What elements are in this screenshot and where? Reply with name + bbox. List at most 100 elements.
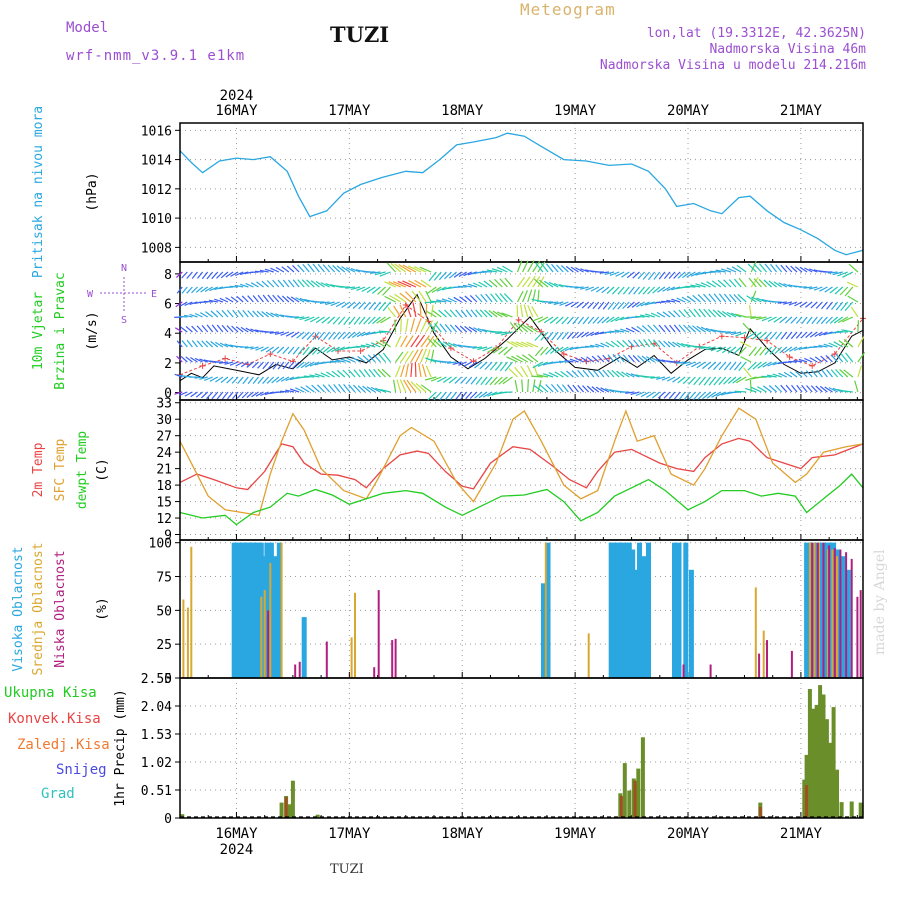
- wind-arrow: [582, 385, 590, 393]
- wind-arrow: [299, 316, 310, 321]
- wind-arrow: [230, 296, 239, 303]
- wind-arrow: [470, 376, 478, 385]
- wind-arrow: [775, 264, 783, 273]
- wind-arrow: [405, 335, 414, 348]
- wind-arrow: [600, 342, 610, 348]
- bar-visoka-oblacnost: [623, 542, 629, 678]
- wind-arrow: [319, 301, 330, 304]
- wind-arrow: [527, 379, 529, 393]
- wind-arrow: [382, 286, 391, 296]
- wind-arrow: [287, 346, 295, 355]
- wind-arrow: [410, 381, 422, 393]
- wind-arrow: [615, 316, 625, 322]
- wind-arrow: [477, 346, 488, 351]
- wind-arrow: [250, 282, 259, 288]
- wind-arrow: [362, 355, 371, 363]
- wind-arrow: [194, 376, 203, 379]
- wind-arrow: [259, 269, 269, 273]
- wind-arrow: [226, 309, 234, 318]
- wind-arrow: [282, 361, 290, 370]
- wind-arrow: [291, 361, 300, 369]
- wind-arrow: [560, 370, 569, 378]
- wind-arrow: [731, 266, 742, 273]
- wind-arrow: [386, 262, 397, 273]
- wind-arrow: [489, 361, 498, 371]
- wind-arrow: [437, 376, 447, 383]
- wind-arrow: [387, 307, 397, 318]
- bar-srednja-oblacnost: [350, 637, 353, 678]
- wind-arrow: [516, 290, 524, 303]
- wind-arrow: [174, 373, 183, 378]
- wind-arrow: [186, 286, 193, 294]
- wind-arrow: [328, 331, 336, 340]
- wind-arrow: [571, 370, 579, 378]
- wind-arrow: [680, 361, 691, 366]
- wind-arrow: [711, 280, 722, 288]
- wind-arrow: [436, 299, 447, 303]
- bar-niska-oblacnost: [758, 653, 761, 678]
- wind-arrow: [696, 361, 706, 369]
- wind-arrow: [828, 342, 838, 348]
- wind-arrow: [437, 340, 447, 348]
- wind-arrow: [706, 281, 717, 288]
- wind-arrow: [791, 384, 798, 393]
- wind-arrow: [527, 289, 533, 303]
- wind-arrow: [772, 373, 782, 378]
- wind-arrow: [472, 346, 483, 349]
- wind-arrow: [475, 376, 483, 385]
- wind-arrow: [622, 301, 630, 310]
- wind-arrow: [309, 374, 320, 378]
- wind-arrow: [645, 313, 655, 318]
- wind-arrow: [617, 354, 625, 363]
- wind-arrow: [419, 302, 422, 318]
- wind-arrow: [322, 264, 331, 273]
- wind-arrow: [523, 304, 529, 318]
- wind-arrow: [407, 265, 422, 273]
- wind-arrow: [759, 263, 767, 273]
- wind-arrow: [570, 301, 579, 308]
- wind-arrow: [179, 301, 188, 307]
- wind-arrow: [488, 279, 498, 288]
- wind-arrow: [673, 310, 681, 318]
- wind-arrow: [418, 362, 422, 378]
- bottom-day-label: 21MAY: [780, 826, 823, 842]
- bar-ukupna-kisa: [814, 704, 819, 818]
- bar-ukupna-kisa: [811, 708, 816, 818]
- wind-arrow: [394, 293, 407, 303]
- wind-arrow: [302, 263, 310, 273]
- y-tick-label: 1016: [141, 124, 172, 139]
- bar-visoka-oblacnost: [646, 542, 651, 678]
- wind-arrow: [750, 290, 757, 303]
- wind-arrow: [527, 260, 535, 273]
- bar-konvek-kisa: [633, 780, 637, 818]
- wind-arrow: [492, 346, 503, 354]
- wind-arrow: [655, 376, 666, 380]
- wind-arrow: [214, 341, 224, 348]
- wind-arrow: [628, 286, 635, 295]
- wind-arrow: [713, 376, 722, 386]
- wind-arrow: [769, 346, 778, 355]
- wind-arrow: [596, 316, 605, 324]
- y-tick-label: 21: [156, 463, 172, 478]
- gust-marker: [786, 353, 793, 360]
- wind-arrow: [737, 346, 747, 356]
- wind-arrow: [247, 376, 254, 385]
- wind-arrow: [216, 271, 224, 279]
- wind-arrow: [271, 346, 280, 354]
- wind-arrow: [191, 325, 198, 333]
- bar-niska-oblacnost: [833, 548, 836, 678]
- wind-arrow: [285, 389, 295, 393]
- precip-legend-item: Snijeg: [56, 762, 107, 778]
- wind-arrow: [382, 301, 391, 312]
- bottom-day-label: 17MAY: [328, 826, 371, 842]
- wind-arrow: [652, 324, 661, 333]
- bar-ukupna-kisa: [636, 768, 641, 818]
- wind-arrow: [393, 379, 397, 393]
- wind-arrow: [820, 316, 828, 325]
- wind-arrow: [203, 300, 213, 303]
- wind-arrow: [185, 356, 193, 363]
- wind-arrow: [712, 309, 722, 318]
- wind-arrow: [682, 271, 691, 279]
- model-name: wrf-nmm_v3.9.1 e1km: [66, 48, 246, 64]
- wind-arrow: [857, 336, 865, 348]
